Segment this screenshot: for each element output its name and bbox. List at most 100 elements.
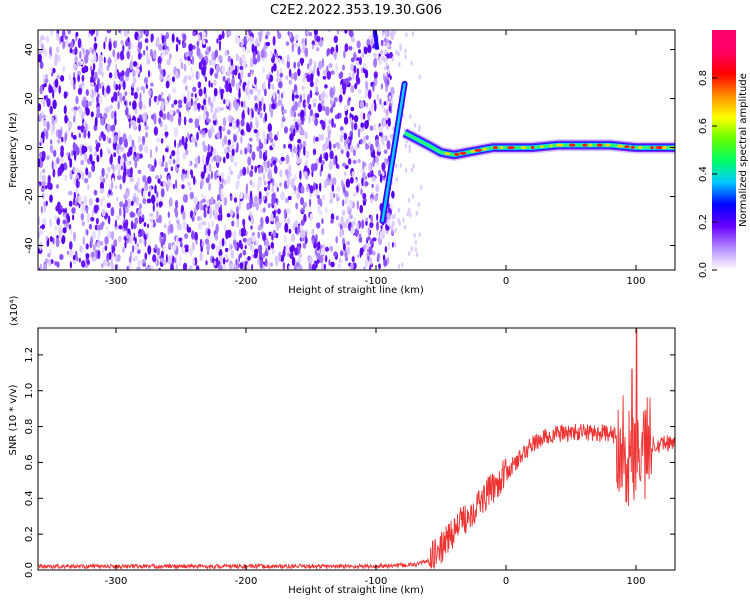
spectrogram-noise-speck — [74, 56, 78, 64]
spectrogram-noise-speck — [287, 251, 290, 258]
spectrogram-noise-speck — [175, 43, 179, 52]
spectrogram-noise-speck — [52, 89, 55, 99]
spectrogram-noise-speck — [374, 101, 377, 112]
spectrogram-noise-speck — [180, 62, 184, 70]
spectrogram-noise-speck — [340, 149, 344, 155]
spectrogram-noise-speck — [420, 184, 423, 190]
snr-y-tick-label: 1.0 — [24, 383, 35, 399]
spectrogram-noise-speck — [364, 90, 367, 100]
spectrogram-noise-speck — [39, 170, 42, 181]
spectrogram-noise-speck — [239, 228, 242, 237]
spectrogram-noise-speck — [39, 227, 44, 236]
spectrogram-noise-speck — [99, 188, 105, 194]
spectrogram-noise-speck — [377, 59, 382, 65]
spectrogram-noise-speck — [129, 160, 132, 165]
spectrogram-noise-speck — [369, 125, 374, 131]
spectrogram-noise-speck — [235, 82, 240, 91]
spectrogram-noise-speck — [272, 63, 277, 72]
spectrogram-noise-speck — [413, 232, 416, 238]
spectrogram-noise-speck — [340, 179, 344, 187]
spectrogram-noise-speck — [229, 242, 232, 252]
spectrogram-noise-speck — [265, 41, 271, 47]
spectrogram-noise-speck — [312, 148, 317, 156]
spectrogram-noise-speck — [330, 106, 334, 114]
spectrogram-noise-speck — [100, 263, 104, 269]
spectrogram-noise-speck — [158, 94, 162, 102]
colorbar-tick-label: 0.8 — [698, 70, 709, 86]
spectrogram-noise-speck — [342, 162, 347, 167]
spectrogram-noise-speck — [277, 57, 281, 63]
spectrogram-noise-speck — [370, 197, 373, 204]
spectrogram-noise-speck — [339, 144, 342, 150]
spectrogram-noise-speck — [160, 161, 165, 168]
spectrogram-noise-speck — [265, 240, 270, 247]
spectrogram-noise-speck — [250, 190, 252, 200]
spectrogram-noise-speck — [203, 31, 206, 39]
spectrogram-noise-speck — [171, 88, 177, 93]
spectrogram-noise-speck — [294, 94, 299, 99]
colorbar-tick-label: 0.2 — [698, 214, 709, 230]
spectrogram-noise-speck — [222, 265, 227, 270]
spectrogram-noise-speck — [162, 180, 167, 188]
spectrogram-noise-speck — [55, 205, 60, 212]
spectrogram-noise-speck — [149, 148, 153, 159]
spectrogram-noise-speck — [247, 156, 252, 166]
spectrogram-noise-speck — [363, 46, 368, 55]
spectrogram-noise-speck — [331, 177, 337, 186]
spectrogram-noise-speck — [339, 84, 343, 94]
spectrogram-noise-speck — [62, 40, 66, 50]
spectrogram-noise-speck — [231, 220, 235, 227]
spectrogram-noise-speck — [247, 107, 250, 116]
spectrogram-noise-speck — [188, 265, 193, 270]
spectrogram-noise-speck — [316, 86, 319, 93]
spectrogram-noise-speck — [286, 207, 291, 215]
spectrogram-noise-speck — [291, 105, 296, 112]
spectrogram-noise-speck — [174, 139, 177, 148]
spectrogram-noise-speck — [50, 122, 54, 133]
spectrogram-noise-speck — [281, 58, 285, 64]
spectrogram-noise-speck — [279, 72, 284, 78]
spectrogram-noise-speck — [285, 154, 290, 165]
spectrogram-noise-speck — [345, 178, 351, 188]
spectrogram-noise-speck — [261, 96, 264, 106]
spectrogram-noise-speck — [190, 66, 193, 73]
spectrogram-noise-speck — [211, 59, 216, 67]
spectrogram-noise-speck — [213, 260, 217, 266]
spectrogram-noise-speck — [184, 141, 188, 151]
spectrogram-noise-speck — [233, 264, 236, 270]
spectrogram-noise-speck — [364, 259, 369, 268]
spectrogram-noise-speck — [253, 95, 258, 101]
spectrogram-noise-speck — [384, 65, 387, 71]
spectrogram-noise-speck — [179, 255, 182, 262]
spectrogram-noise-speck — [197, 34, 201, 43]
spectrogram-noise-speck — [71, 132, 74, 138]
spectrogram-noise-speck — [133, 144, 136, 151]
spectrogram-noise-speck — [329, 198, 333, 204]
spectrogram-noise-speck — [287, 195, 292, 201]
spectrogram-noise-speck — [338, 222, 341, 228]
spectrogram-noise-speck — [311, 40, 315, 46]
spectrogram-noise-speck — [120, 146, 125, 152]
spectrogram-noise-speck — [170, 263, 174, 270]
spectrogram-noise-speck — [272, 35, 276, 46]
spectrogram-noise-speck — [223, 224, 226, 232]
spectrogram-noise-speck — [289, 246, 294, 253]
spectrogram-noise-speck — [205, 167, 209, 174]
spectrogram-noise-speck — [67, 30, 72, 35]
spectrogram-noise-speck — [49, 218, 52, 228]
spectrogram-noise-speck — [62, 219, 67, 225]
spectrogram-noise-speck — [123, 161, 126, 169]
spectrogram-noise-speck — [52, 237, 55, 245]
spectrogram-noise-speck — [335, 215, 339, 221]
spectrogram-noise-speck — [280, 191, 284, 200]
spectrogram-noise-speck — [350, 36, 356, 43]
spectrogram-noise-speck — [114, 263, 119, 270]
spectrogram-noise-speck — [212, 148, 217, 157]
spectrogram-noise-speck — [72, 134, 77, 140]
spectrogram-noise-speck — [349, 144, 354, 153]
spectrogram-noise-speck — [221, 126, 226, 132]
spectrogram-noise-speck — [369, 264, 372, 270]
spectrogram-noise-speck — [284, 222, 289, 233]
spectrogram-noise-speck — [121, 70, 125, 77]
spectrogram-noise-speck — [123, 193, 128, 200]
